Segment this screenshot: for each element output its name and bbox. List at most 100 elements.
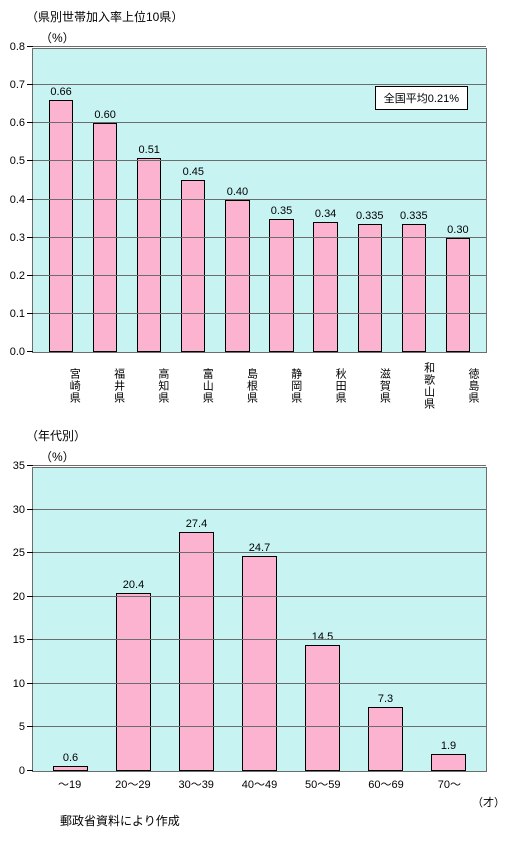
- y-tick-label: 0.4: [10, 194, 33, 206]
- bar-slot: 0.60: [83, 49, 127, 352]
- chart1-title: （県別世帯加入率上位10県）: [26, 8, 519, 25]
- x-tick-label: 徳島県: [437, 357, 481, 415]
- bar: [402, 224, 426, 352]
- bar-value-label: 1.9: [441, 740, 456, 752]
- bar: [179, 532, 214, 771]
- bar-slot: 0.35: [259, 49, 303, 352]
- bar: [181, 180, 205, 352]
- grid-line: [33, 160, 486, 161]
- bar-value-label: 0.45: [183, 166, 204, 178]
- bar: [93, 123, 117, 352]
- chart1-info-box: 全国平均0.21%: [375, 86, 468, 110]
- source-note: 郵政省資料により作成: [60, 812, 519, 829]
- grid-line: [33, 726, 486, 727]
- bar: [242, 556, 277, 771]
- y-tick-label: 5: [19, 721, 33, 733]
- y-tick-label: 0.2: [10, 270, 33, 282]
- bar-value-label: 0.30: [447, 224, 468, 236]
- chart2-title: （年代別）: [26, 427, 519, 444]
- chart2-x-labels: ～1920～2930～3940～4950～5960～6970～: [32, 776, 487, 792]
- chart1-y-unit: （%）: [40, 29, 519, 46]
- bar: [269, 219, 293, 352]
- chart2-y-unit: （%）: [40, 448, 519, 465]
- x-tick-label: 40～49: [228, 776, 291, 792]
- y-tick-label: 0.8: [10, 41, 33, 53]
- y-tick-label: 0.5: [10, 155, 33, 167]
- grid-line: [33, 275, 486, 276]
- x-tick-label: 島根県: [215, 357, 259, 415]
- x-tick-label: 50～59: [291, 776, 354, 792]
- y-tick-label: 25: [13, 547, 33, 559]
- chart-prefecture: （県別世帯加入率上位10県） （%） 0.660.600.510.450.400…: [8, 8, 519, 415]
- chart1-x-labels: 宮崎県福井県高知県富山県島根県静岡県秋田県滋賀県和歌山県徳島県: [32, 357, 487, 415]
- grid-line: [33, 683, 486, 684]
- bar: [313, 222, 337, 352]
- bar-value-label: 0.335: [400, 210, 428, 222]
- x-tick-label: 福井県: [82, 357, 126, 415]
- grid-line: [33, 552, 486, 553]
- chart2-x-unit: （才）: [32, 794, 505, 810]
- bar: [305, 645, 340, 771]
- grid-line: [33, 639, 486, 640]
- bar: [53, 766, 88, 771]
- x-tick-label: 和歌山県: [392, 357, 436, 415]
- x-tick-label: 高知県: [127, 357, 171, 415]
- grid-line: [33, 509, 486, 510]
- bar: [358, 224, 382, 352]
- bar-value-label: 0.51: [139, 144, 160, 156]
- x-tick-label: 70～: [418, 776, 481, 792]
- bar-value-label: 0.34: [315, 208, 336, 220]
- bar-slot: 0.34: [304, 49, 348, 352]
- y-tick-label: 30: [13, 504, 33, 516]
- y-tick-label: 0.7: [10, 79, 33, 91]
- bar-value-label: 0.66: [50, 86, 71, 98]
- bar-value-label: 0.335: [356, 210, 384, 222]
- bar-value-label: 0.60: [94, 109, 115, 121]
- chart-age: （年代別） （%） 0.620.427.424.714.57.31.9 0510…: [8, 427, 519, 829]
- y-tick-label: 0.3: [10, 232, 33, 244]
- x-tick-label: 30～39: [165, 776, 228, 792]
- grid-line: [33, 313, 486, 314]
- x-tick-label: 宮崎県: [38, 357, 82, 415]
- bar: [368, 707, 403, 771]
- bar-value-label: 20.4: [123, 579, 144, 591]
- x-tick-label: 富山県: [171, 357, 215, 415]
- grid-line: [33, 84, 486, 85]
- bar: [225, 200, 249, 353]
- bar-value-label: 27.4: [186, 518, 207, 530]
- bar: [446, 238, 470, 352]
- chart1-plot-wrap: 0.66 0.60 0.51 0.45 0.40 0.35 0.34 0.335 0.335 0.…: [32, 48, 519, 415]
- bar-slot: 0.66: [39, 49, 83, 352]
- x-tick-label: 秋田県: [304, 357, 348, 415]
- chart2-plot-area: 0.620.427.424.714.57.31.9 05101520253035: [32, 467, 487, 772]
- bar-value-label: 0.6: [63, 752, 78, 764]
- grid-line: [33, 237, 486, 238]
- y-tick-label: 0.1: [10, 308, 33, 320]
- grid-line: [33, 465, 486, 466]
- bar-value-label: 7.3: [378, 693, 393, 705]
- y-tick-label: 20: [13, 591, 33, 603]
- bar-value-label: 0.40: [227, 186, 248, 198]
- bar-slot: 0.40: [215, 49, 259, 352]
- bar: [49, 100, 73, 352]
- x-tick-label: 静岡県: [259, 357, 303, 415]
- y-tick-label: 0.6: [10, 117, 33, 129]
- y-tick-label: 35: [13, 460, 33, 472]
- bar-slot: 0.45: [171, 49, 215, 352]
- y-tick-label: 10: [13, 678, 33, 690]
- chart2-plot-wrap: 0.620.427.424.714.57.31.9 05101520253035…: [32, 467, 519, 810]
- x-tick-label: ～19: [38, 776, 101, 792]
- grid-line: [33, 46, 486, 47]
- x-tick-label: 60～69: [354, 776, 417, 792]
- y-tick-label: 0.0: [10, 346, 33, 358]
- chart1-plot-area: 0.66 0.60 0.51 0.45 0.40 0.35 0.34 0.335 0.335 0.…: [32, 48, 487, 353]
- bar: [137, 158, 161, 352]
- grid-line: [33, 199, 486, 200]
- x-tick-label: 滋賀県: [348, 357, 392, 415]
- x-tick-label: 20～29: [101, 776, 164, 792]
- grid-line: [33, 122, 486, 123]
- chart1-info-text: 全国平均0.21%: [384, 93, 459, 105]
- bar-value-label: 14.5: [312, 631, 333, 643]
- y-tick-label: 0: [19, 765, 33, 777]
- bar: [431, 754, 466, 771]
